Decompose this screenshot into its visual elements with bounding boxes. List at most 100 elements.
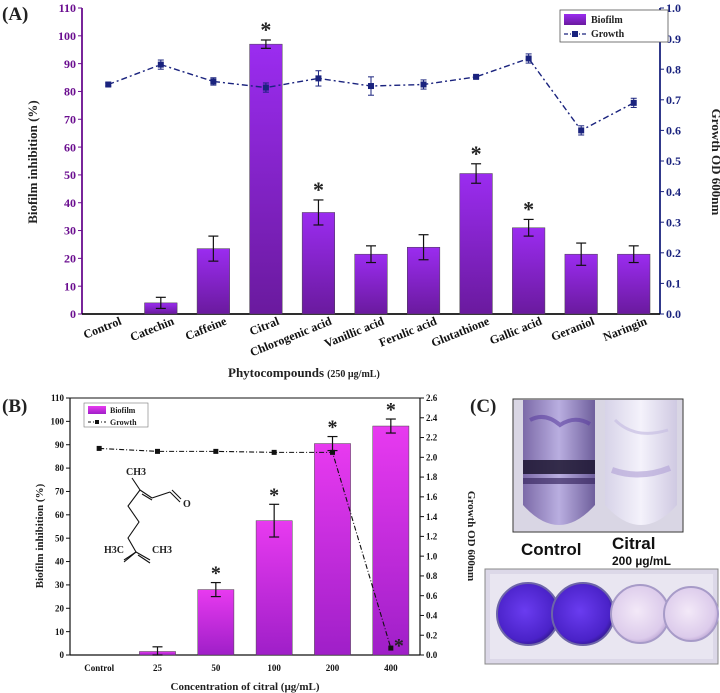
- y-tick-label: 80: [64, 85, 76, 99]
- panel-b-bars: * * * *: [139, 399, 410, 656]
- growth-point: [105, 81, 112, 88]
- y-tick-label: 90: [55, 440, 65, 450]
- tube-photo: [512, 398, 684, 533]
- legend-biofilm-label: Biofilm: [591, 15, 623, 26]
- y-tick-label: 30: [55, 580, 65, 590]
- y2-tick-label: 0.5: [666, 154, 681, 168]
- y-tick-label: 110: [51, 393, 65, 403]
- growth-point: [96, 445, 102, 451]
- y2-tick-label: 1.0: [666, 1, 681, 15]
- citral-dose-caption: 200 µg/mL: [612, 554, 671, 568]
- x-tick-label: Caffeine: [183, 314, 229, 343]
- y2-tick-label: 0.6: [666, 124, 681, 138]
- x-tick-label: Catechin: [128, 314, 176, 344]
- structure-ch3-right: CH3: [152, 545, 172, 556]
- growth-point: [157, 61, 164, 68]
- panel-a-growth-line: [105, 53, 637, 136]
- significance-star: *: [211, 563, 221, 585]
- bar-100: [255, 520, 293, 656]
- growth-point: [262, 84, 269, 91]
- legend-growth-label: Growth: [591, 29, 625, 40]
- y2-tick-label: 0.4: [426, 611, 438, 621]
- bar-gallic-acid: [512, 227, 546, 315]
- y-tick-label: 0: [60, 650, 65, 660]
- legend-b-biofilm-label: Biofilm: [110, 406, 136, 415]
- x-tick-label: Naringin: [601, 314, 649, 344]
- control-well-2: [551, 582, 615, 646]
- legend-b-growth-label: Growth: [110, 418, 137, 427]
- y-tick-label: 10: [55, 627, 65, 637]
- x-tick-label: 400: [384, 663, 398, 673]
- y2-tick-label: 2.4: [426, 413, 438, 423]
- x-tick-label: Control: [81, 314, 124, 342]
- y-tick-label: 80: [55, 463, 65, 473]
- panel-a-y2label: Growth OD 600nm: [709, 109, 720, 216]
- y2-tick-label: 0.8: [426, 571, 438, 581]
- panel-b-legend: Biofilm Growth: [83, 402, 149, 428]
- y2-tick-label: 2.6: [426, 393, 438, 403]
- y-tick-label: 10: [64, 279, 76, 293]
- panel-b-growth-line: *: [96, 445, 404, 657]
- legend-b-biofilm-swatch: [88, 406, 106, 414]
- x-tick-label: Gallic acid: [488, 314, 545, 348]
- y2-tick-label: 0.2: [426, 630, 438, 640]
- y2-tick-label: 2.2: [426, 433, 438, 443]
- citral-well-1: [610, 584, 670, 644]
- y-tick-label: 60: [55, 510, 65, 520]
- growth-point: [578, 127, 585, 134]
- significance-star: *: [260, 17, 271, 42]
- bar-naringin: [617, 253, 651, 315]
- x-tick-label: 100: [267, 663, 281, 673]
- x-tick-label: Ferulic acid: [377, 314, 439, 350]
- y2-tick-label: 0.8: [666, 62, 681, 76]
- y-tick-label: 30: [64, 224, 76, 238]
- citral-structure-illustration: [123, 477, 182, 564]
- structure-o: O: [183, 499, 191, 510]
- y-tick-label: 0: [70, 307, 76, 321]
- legend-b-growth-marker: [95, 420, 99, 424]
- y2-tick-label: 1.4: [426, 512, 438, 522]
- y-tick-label: 100: [51, 417, 65, 427]
- y2-tick-label: 1.2: [426, 532, 438, 542]
- y2-tick-label: 1.8: [426, 472, 438, 482]
- y-tick-label: 110: [59, 1, 76, 15]
- x-tick-label: 50: [211, 663, 221, 673]
- growth-point: [330, 449, 335, 455]
- panel-c-label: (C): [470, 396, 496, 417]
- y2-tick-label: 0.4: [666, 185, 681, 199]
- y2-tick-label: 0.0: [426, 650, 438, 660]
- y-tick-label: 90: [64, 57, 76, 71]
- significance-star: *: [471, 141, 482, 166]
- control-caption: Control: [521, 540, 581, 559]
- y-tick-label: 70: [64, 112, 76, 126]
- bar-200: [314, 443, 351, 656]
- panel-b-y2label: Growth OD 600nm: [465, 491, 477, 581]
- growth-point: [420, 81, 427, 88]
- y-tick-label: 20: [64, 252, 76, 266]
- x-tick-label: 200: [326, 663, 340, 673]
- bar-50: [197, 589, 235, 656]
- panel-a-chart: (A) * * * * 0 10 20 30 40 50 60 70 80 90 100 110 0.0 0.1…: [2, 1, 720, 380]
- bar-glutathione: [459, 173, 493, 315]
- significance-star: *: [269, 484, 279, 506]
- bar-400: [372, 425, 410, 656]
- panel-b-ylabel: Biofilm inhibition (%): [34, 483, 46, 588]
- control-well-1: [496, 582, 560, 646]
- y2-tick-label: 0.6: [426, 591, 438, 601]
- x-tick-label: Glutathione: [429, 314, 492, 350]
- panel-b-xlabel: Concentration of citral (µg/mL): [171, 681, 320, 693]
- growth-point: [368, 83, 374, 90]
- citral-tube-image: [605, 400, 677, 525]
- y2-tick-label: 0.9: [666, 32, 681, 46]
- y2-tick-label: 1.0: [426, 551, 438, 561]
- panel-c-photos: (C) Control Citral 200 µg/mL: [470, 396, 719, 665]
- panel-a-ylabel: Biofilm inhibition (%): [25, 100, 40, 224]
- significance-star: *: [523, 196, 534, 221]
- well-plate-photo: [484, 568, 719, 665]
- y-tick-label: 70: [55, 487, 65, 497]
- panel-a-xlabel: Phytocompounds (250 µg/mL): [228, 365, 380, 380]
- growth-point: [271, 449, 277, 455]
- growth-point: [525, 55, 532, 62]
- bar-vanillic-acid: [354, 253, 388, 315]
